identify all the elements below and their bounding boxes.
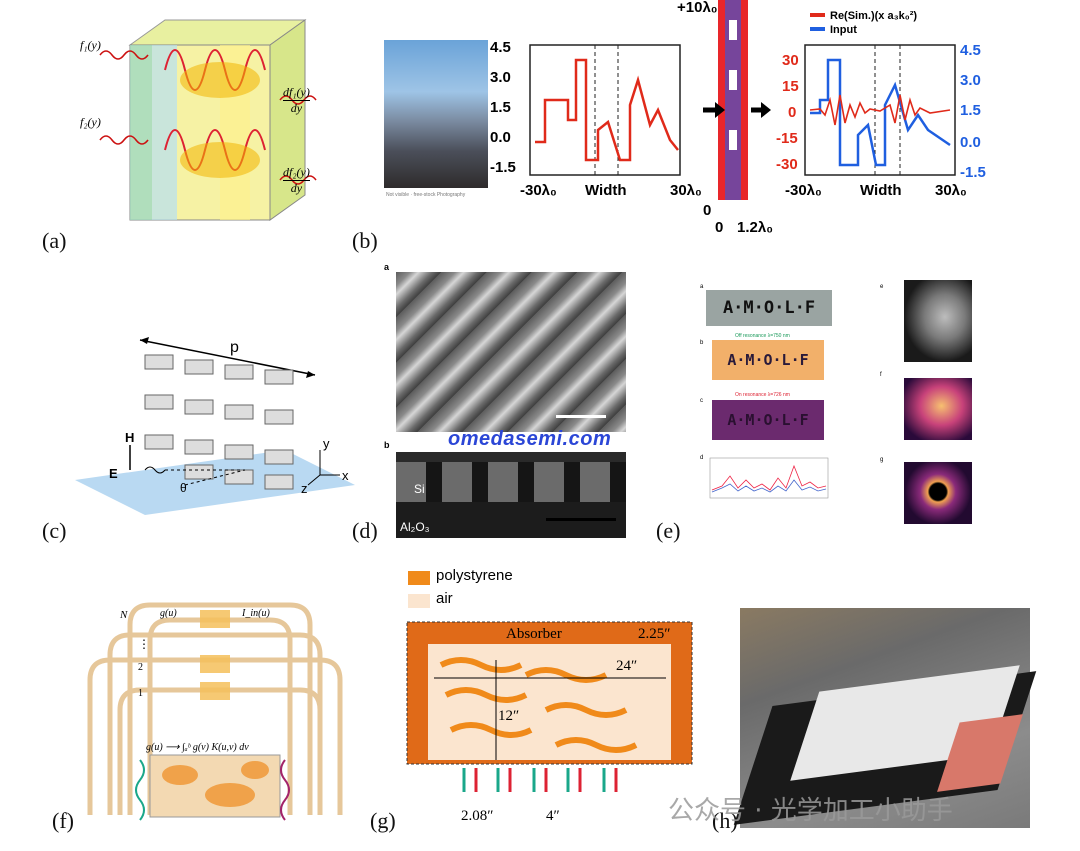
label-f: (f) (52, 808, 74, 833)
rp-yr3: 0.0 (960, 134, 981, 151)
g-d4: 2.08″ (461, 808, 494, 824)
legend-polystyrene: polystyrene (436, 567, 513, 584)
rp-yl2: 0 (788, 104, 796, 121)
label-b: (b) (352, 228, 378, 253)
rp-xmid: Width (860, 182, 902, 199)
g-d5: 4″ (546, 808, 560, 824)
rp-yr2: 1.5 (960, 102, 981, 119)
e-f: f (880, 372, 882, 378)
e-c: c (700, 398, 703, 404)
label-d: (d) (352, 518, 378, 543)
label-a: (a) (42, 228, 67, 253)
rp-yr0: 4.5 (960, 42, 981, 59)
legend-red: Re(Sim.)(x a₃k₀²) (830, 10, 917, 22)
f1-label: f₁(y) (80, 38, 101, 52)
strip-right: 1.2λ₀ (737, 219, 773, 236)
photo-caption: Not visible · free-stock Photography (386, 192, 466, 198)
right-plot: Re(Sim.)(x a₃k₀²) Input 30 15 0 -15 -30 … (776, 10, 986, 199)
amolf-image: A·M·O·L·F (706, 290, 832, 326)
label-g: (g) (370, 808, 396, 833)
girl-pearl-image (904, 280, 972, 362)
g-absorber: Absorber (506, 626, 562, 642)
rp-yr1: 3.0 (960, 72, 981, 89)
d-a: a (384, 262, 390, 272)
e-b: b (700, 340, 704, 346)
lp-xright: 30λ₀ (670, 182, 702, 199)
strip-left-zero: 0 (703, 202, 711, 219)
df2-label: df₂(y) dy (283, 165, 310, 195)
c-x: x (342, 468, 349, 483)
f-one: 1 (138, 688, 143, 699)
lp-y4: -1.5 (490, 159, 516, 176)
rp-yl4: -30 (776, 156, 798, 173)
watermark-text: omedasemi.com (448, 428, 612, 450)
panel-g-diagram: Absorber 2.25″ 24″ 12″ 2.08″ 4″ (406, 621, 693, 824)
left-plot: 4.5 3.0 1.5 0.0 -1.5 -30λ₀ Width 30λ₀ (490, 39, 702, 199)
e-d: d (700, 455, 704, 461)
scale-bar (556, 415, 606, 418)
girl-off-image (904, 378, 972, 440)
f-dots: ⋮ (138, 637, 150, 651)
f-two: 2 (138, 662, 143, 673)
d-b: b (384, 440, 390, 450)
amolf-on-image: A·M·O·L·F (712, 400, 824, 440)
rp-xleft: -30λ₀ (785, 182, 822, 199)
g-d3: 12″ (498, 708, 519, 724)
g-d2: 24″ (616, 658, 637, 674)
rp-yl1: 15 (782, 78, 799, 95)
girl-on-image (904, 462, 972, 524)
f-in-top: I_in(u) (241, 608, 270, 619)
legend-blue: Input (830, 24, 857, 36)
rp-xright: 30λ₀ (935, 182, 967, 199)
c-H: H (125, 430, 134, 445)
f2-label: f₂(y) (80, 115, 101, 129)
label-e: (e) (656, 518, 681, 543)
e-on: On resonance λ=726 nm (735, 392, 790, 398)
sem-cross-section: Si (396, 452, 626, 538)
df1-label: df₁(y) dy (283, 85, 310, 115)
lp-y1: 3.0 (490, 69, 511, 86)
f-gu-top: g(u) (160, 608, 177, 619)
e-g: g (880, 457, 884, 463)
e-a: a (700, 284, 704, 290)
c-E: E (109, 466, 118, 481)
photo-device (733, 608, 1037, 828)
lp-y2: 1.5 (490, 99, 511, 116)
c-y: y (323, 436, 330, 451)
lp-y0: 4.5 (490, 39, 511, 56)
lp-y3: 0.0 (490, 129, 511, 146)
intensity-plot (709, 457, 829, 499)
c-z: z (301, 481, 308, 496)
panel-a-diagram (99, 19, 317, 221)
e-e: e (880, 284, 884, 290)
amolf-off-image: A·M·O·L·F (712, 340, 824, 380)
rp-yr4: -1.5 (960, 164, 986, 181)
city-photo (384, 40, 488, 188)
legend-air: air (436, 590, 453, 607)
strip-panel: +10λ₀ 0 0 1.2λ₀ (677, 0, 773, 236)
legend-air-swatch (408, 594, 430, 608)
rp-yl0: 30 (782, 52, 799, 69)
g-d1: 2.25″ (638, 626, 671, 642)
lp-xleft: -30λ₀ (520, 182, 557, 199)
rp-yl3: -15 (776, 130, 798, 147)
si-label: Si (414, 482, 425, 496)
panel-f-diagram: N g(u) I_in(u) ⋮ 2 1 g(u) ⟶ ∫ₐᵇ g(v) K(u… (87, 602, 343, 821)
al2o3-label: Al₂O₃ (400, 520, 430, 534)
sem-grating-image (396, 272, 626, 432)
strip-top: +10λ₀ (677, 0, 718, 16)
panel-c-diagram: p H E θ y z x (75, 337, 355, 515)
strip-zero: 0 (715, 219, 723, 236)
f-integral: g(u) ⟶ ∫ₐᵇ g(v) K(u,v) dv (146, 742, 249, 753)
label-c: (c) (42, 518, 67, 543)
wechat-watermark: 公众号 · 光学加工小助手 (668, 796, 953, 826)
c-theta: θ (180, 481, 187, 495)
legend-polystyrene-swatch (408, 571, 430, 585)
lp-xmid: Width (585, 182, 627, 199)
f-N: N (119, 609, 128, 621)
label-h: (h) (712, 808, 738, 833)
c-p: p (230, 339, 239, 356)
e-off: Off resonance λ=750 nm (735, 333, 790, 339)
